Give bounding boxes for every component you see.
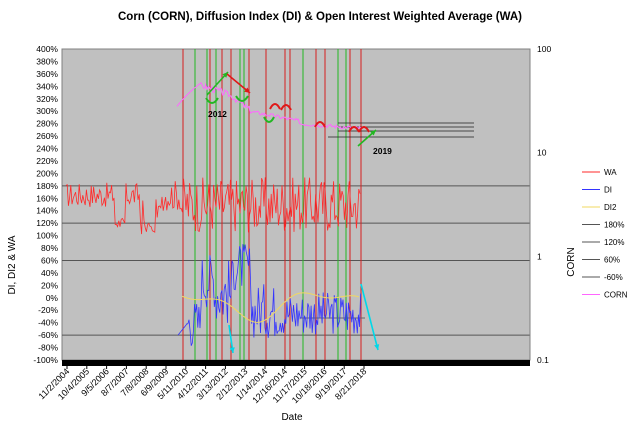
bottom-arc (235, 95, 249, 102)
top-arc (280, 104, 292, 111)
legend-label: DI (604, 186, 612, 195)
y2-tick-label: 0.1 (537, 355, 549, 365)
down-arrow-2013 (226, 73, 251, 94)
y-tick-label: 20% (41, 280, 58, 290)
y-tick-label: 80% (41, 243, 58, 253)
y-tick-label: 40% (41, 268, 58, 278)
y-tick-label: -60% (38, 330, 58, 340)
series-di-line (177, 244, 361, 346)
y-tick-label: 360% (36, 69, 58, 79)
legend-label: WA (604, 168, 617, 177)
chart-title: Corn (CORN), Diffusion Index (DI) & Open… (118, 11, 522, 23)
y-tick-label: 200% (36, 168, 58, 178)
y-tick-label: -80% (38, 343, 58, 353)
cyan-arrow-2012-head (229, 347, 235, 353)
y-tick-label: -40% (38, 318, 58, 328)
y2-tick-labels: 100 10 1 0.1 (537, 44, 551, 365)
y-tick-label: 320% (36, 94, 58, 104)
y-tick-labels: 400% 380% 360% 340% 320% 300% 280% 260% 240% 220%… (33, 44, 58, 365)
y-tick-label: 380% (36, 56, 58, 66)
y-tick-label: 400% (36, 44, 58, 54)
y-tick-label: -100% (33, 355, 58, 365)
y2-tick-label: 100 (537, 44, 551, 54)
bottom-arc (205, 97, 219, 104)
y-tick-label: 300% (36, 106, 58, 116)
top-arc (348, 126, 360, 133)
y-tick-label: -20% (38, 305, 58, 315)
cyan-arrow-2012 (228, 324, 235, 354)
legend: WA DI DI2 180% 120% 60% -60% CORN (582, 168, 628, 300)
up-arrow-2019 (357, 129, 377, 147)
legend-label: 120% (604, 238, 624, 247)
x-axis-band (62, 360, 530, 366)
legend-label: CORN (604, 291, 628, 300)
top-arc (269, 103, 281, 110)
y-tick-label: 100% (36, 231, 58, 241)
y-tick-label: 140% (36, 206, 58, 216)
y2-axis-label: CORN (566, 247, 577, 276)
y2-tick-label: 10 (537, 148, 547, 158)
legend-label: DI2 (604, 203, 617, 212)
series-wa-line (65, 177, 361, 235)
cyan-arrow-2019-head (374, 344, 380, 350)
up-arrow-2012 (206, 71, 229, 96)
y-tick-label: 340% (36, 81, 58, 91)
up-arrow-2019-head (370, 130, 376, 136)
annotation-label: 2012 (208, 109, 227, 119)
annotation-label: 2019 (373, 146, 392, 156)
top-arc (358, 126, 370, 133)
y-tick-label: 0% (46, 293, 59, 303)
y-axis-label: DI, DI2 & WA (7, 235, 18, 294)
annotations: 2012 2019 (208, 109, 392, 156)
y-tick-label: 240% (36, 144, 58, 154)
down-arrow-2013-head (244, 87, 250, 93)
y-tick-label: 160% (36, 193, 58, 203)
x-tick-labels: 11/2/200410/4/20059/5/20068/7/20077/8/20… (37, 366, 368, 405)
y-tick-label: 180% (36, 181, 58, 191)
series-di2-line (181, 292, 360, 323)
legend-label: 180% (604, 221, 624, 230)
bottom-arc (263, 116, 275, 123)
legend-label: -60% (604, 273, 623, 282)
y-tick-label: 120% (36, 218, 58, 228)
y-tick-label: 280% (36, 119, 58, 129)
y-tick-label: 60% (41, 255, 58, 265)
y-tick-label: 260% (36, 131, 58, 141)
y2-tick-label: 1 (537, 251, 542, 261)
cyan-arrow-2019-shaft (360, 283, 379, 351)
plot-area (61, 48, 531, 366)
legend-label: 60% (604, 256, 620, 265)
cyan-arrow-2019 (360, 283, 380, 351)
x-axis-label: Date (281, 412, 303, 423)
series-corn-line (176, 81, 362, 130)
top-arc (314, 121, 326, 128)
up-arrow-2012-head (222, 72, 228, 78)
y-tick-label: 220% (36, 156, 58, 166)
